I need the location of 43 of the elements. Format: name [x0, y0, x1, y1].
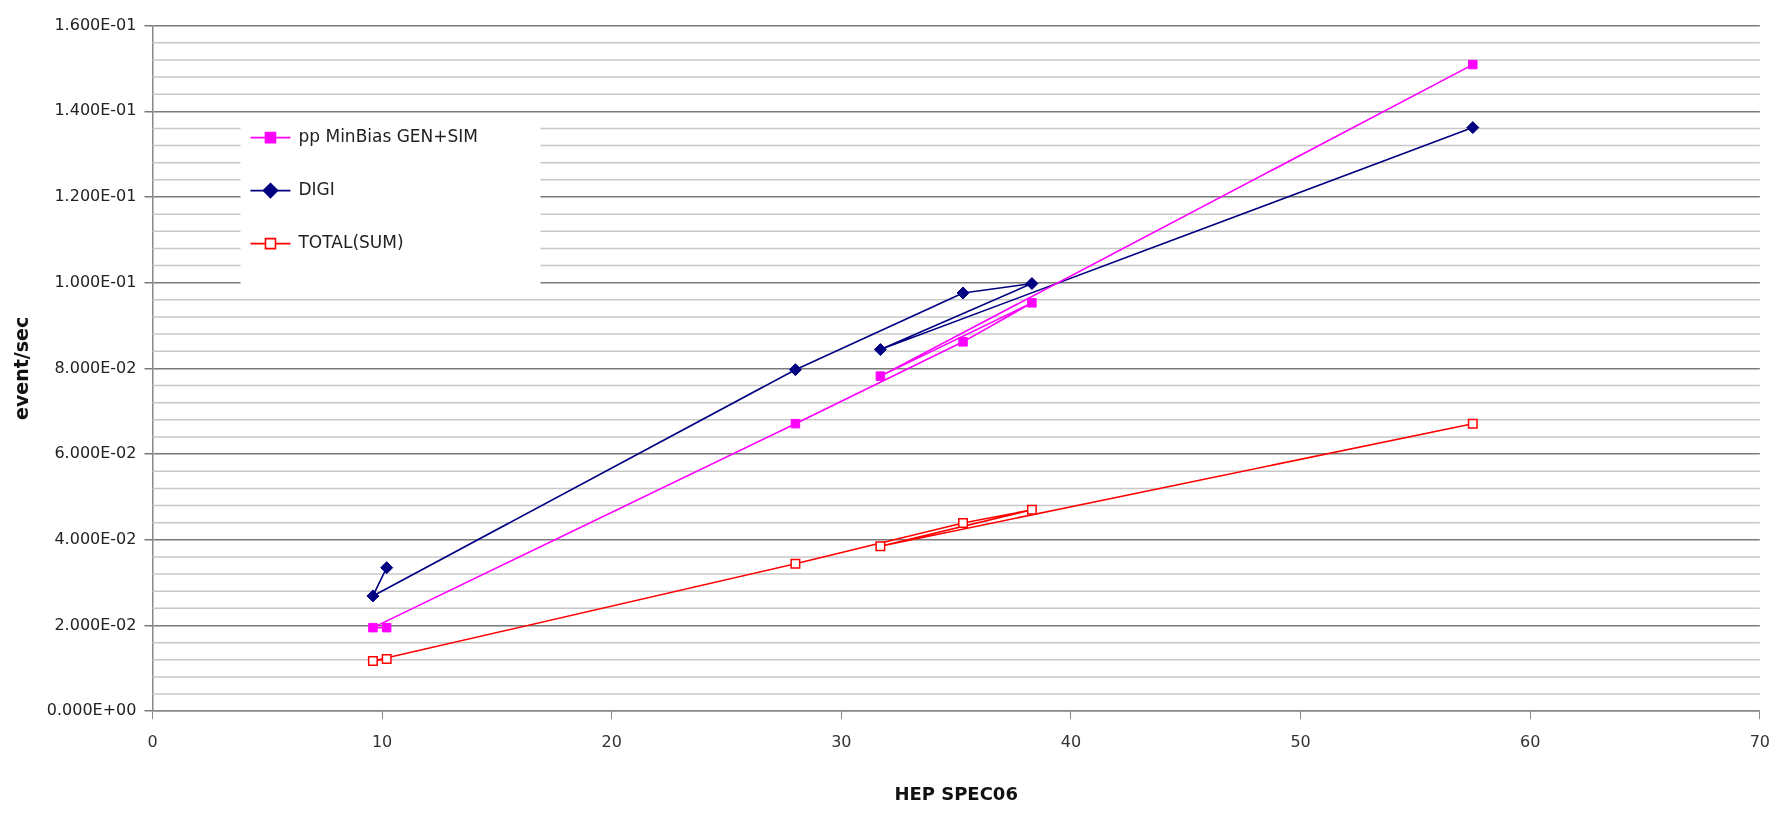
- x-tick-label: 60: [1520, 731, 1541, 751]
- point: [956, 286, 970, 300]
- x-axis-title: HEP SPEC06: [894, 782, 1018, 804]
- point: [381, 653, 392, 664]
- x-tick-label: 10: [371, 731, 393, 751]
- y-tick-label: 2.000E-02: [54, 614, 137, 634]
- y-tick-label: 4.000E-02: [54, 528, 137, 548]
- y-axis-title: event/sec: [10, 316, 33, 420]
- point: [368, 622, 378, 633]
- point: [381, 622, 392, 633]
- y-tick-label: 1.200E-01: [54, 186, 137, 206]
- point: [788, 363, 802, 377]
- y-tick-label: 6.000E-02: [54, 443, 137, 463]
- point: [790, 558, 801, 569]
- point: [1027, 298, 1037, 308]
- point: [380, 561, 394, 575]
- x-tick-label: 0: [147, 731, 158, 751]
- x-tick-label: 50: [1290, 731, 1311, 751]
- y-tick-label: 8.000E-02: [54, 357, 137, 377]
- point: [790, 418, 801, 429]
- point: [1467, 418, 1478, 429]
- x-tick-label: 70: [1749, 731, 1770, 751]
- x-tick-label: 40: [1060, 731, 1082, 751]
- x-tick-label: 20: [601, 731, 622, 751]
- point: [1468, 59, 1478, 70]
- point: [367, 656, 378, 667]
- point: [1025, 277, 1039, 291]
- point: [958, 518, 969, 529]
- point: [1026, 504, 1037, 515]
- point: [1466, 121, 1480, 135]
- x-tick-label: 30: [831, 731, 852, 751]
- legend-label: TOTAL(SUM): [297, 232, 404, 253]
- y-tick-label: 0.000E+00: [46, 700, 137, 720]
- point: [366, 589, 380, 603]
- point: [873, 343, 887, 357]
- point: [875, 541, 886, 552]
- legend-label: pp MinBias GEN+SIM: [298, 126, 479, 147]
- y-tick-label: 1.400E-01: [54, 100, 137, 120]
- point: [875, 371, 886, 381]
- y-tick-label: 1.600E-01: [54, 14, 137, 34]
- point: [958, 337, 968, 347]
- y-tick-label: 1.000E-01: [54, 271, 137, 291]
- legend-label: DIGI: [298, 179, 335, 200]
